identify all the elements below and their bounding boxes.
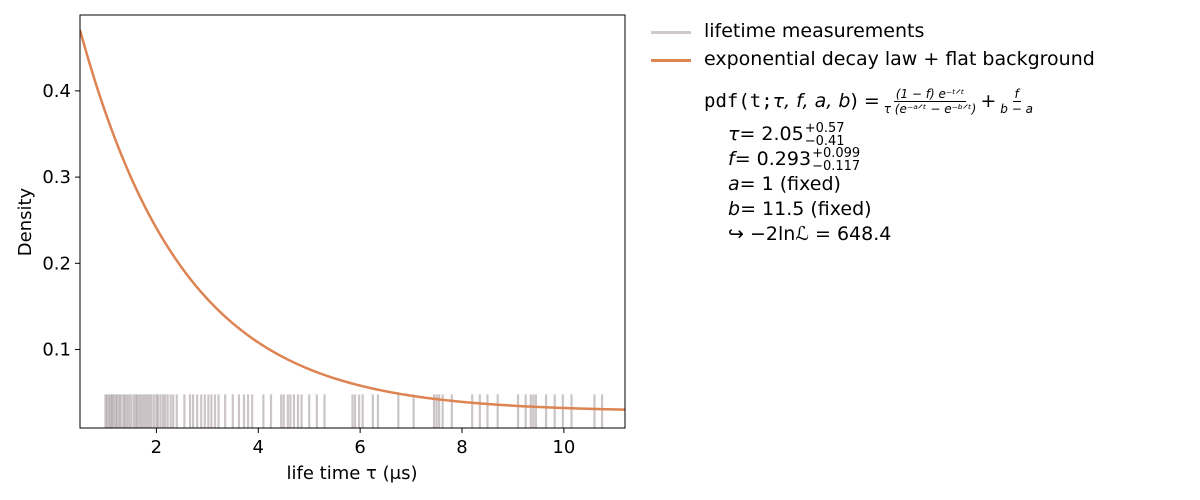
param-f-error-up: +0.099	[812, 145, 861, 161]
y-tick-label: 0.3	[42, 167, 71, 188]
param-tau-value: = 2.05	[739, 123, 804, 145]
param-a-symbol: a	[728, 173, 740, 195]
param-b-symbol: b	[728, 198, 741, 220]
legend-swatch-decay	[651, 59, 691, 62]
legend-entry-decay: exponential decay law + flat background	[648, 46, 1188, 74]
param-tau-error-down: −0.41	[804, 133, 845, 149]
x-axis: 2 4 6 8 10	[151, 428, 575, 458]
param-f: f = 0.293 +0.099 −0.117	[728, 147, 891, 173]
param-b-value: = 11.5 (fixed)	[740, 198, 872, 220]
x-tick-label: 10	[552, 437, 575, 458]
x-tick-label: 2	[151, 437, 162, 458]
x-tick-label: 6	[354, 437, 365, 458]
pdf-args: τ, f, a, b	[772, 90, 851, 112]
plot-area	[80, 29, 625, 411]
y-axis: 0.1 0.2 0.3 0.4	[42, 81, 80, 361]
pdf-fraction-2: f b − a	[998, 88, 1035, 115]
param-tau-error-up: +0.57	[804, 120, 845, 136]
y-tick-label: 0.2	[42, 253, 71, 274]
legend-entry-measurements: lifetime measurements	[648, 18, 1188, 46]
param-f-symbol: f	[728, 148, 735, 170]
x-tick-label: 4	[253, 437, 264, 458]
rug-layer	[104, 394, 604, 428]
legend: lifetime measurements exponential decay …	[648, 18, 1188, 244]
pdf-fraction-2-denominator: b − a	[1000, 102, 1033, 116]
param-a: a = 1 (fixed)	[728, 172, 891, 197]
param-tau-errors: +0.57 −0.41	[805, 122, 845, 148]
param-nll-value: ↪ −2lnℒ = 648.4	[728, 223, 892, 245]
pdf-plus: +	[980, 90, 997, 112]
y-tick-label: 0.1	[42, 340, 71, 361]
x-axis-label: life time τ (μs)	[287, 463, 418, 484]
fit-parameters: τ = 2.05 +0.57 −0.41 f = 0.293 +0.099 −0…	[728, 122, 891, 247]
param-b: b = 11.5 (fixed)	[728, 197, 891, 222]
legend-label-decay: exponential decay law + flat background	[704, 48, 1095, 70]
pdf-fraction-1-denominator: τ (e⁻ᵃᐟᵗ − e⁻ᵇᐟᵗ)	[883, 102, 977, 116]
chart: 2 4 6 8 10 0.1 0.2 0.3 0.4 life time τ (μs) Den…	[15, 14, 626, 484]
pdf-fraction-2-numerator: f	[1012, 87, 1021, 102]
pdf-fraction-1-numerator: (1 − f) e⁻ᵗᐟᵗ	[893, 87, 967, 102]
y-axis-label: Density	[15, 187, 36, 256]
param-a-value: = 1 (fixed)	[739, 173, 841, 195]
param-f-errors: +0.099 −0.117	[812, 147, 860, 173]
legend-swatch-measurements	[651, 31, 691, 34]
plot-frame	[79, 14, 626, 429]
decay-curve	[80, 29, 625, 411]
pdf-prefix: pdf(t;	[704, 90, 773, 112]
x-tick-label: 8	[456, 437, 467, 458]
param-tau: τ = 2.05 +0.57 −0.41	[728, 122, 891, 148]
y-tick-label: 0.4	[42, 81, 71, 102]
pdf-fraction-1: (1 − f) e⁻ᵗᐟᵗ τ (e⁻ᵃᐟᵗ − e⁻ᵇᐟᵗ)	[882, 88, 979, 115]
param-f-error-down: −0.117	[812, 158, 861, 174]
pdf-formula: pdf(t; τ, f, a, b ) = (1 − f) e⁻ᵗᐟᵗ τ (e…	[704, 88, 1037, 115]
param-tau-symbol: τ	[728, 123, 740, 145]
param-nll: ↪ −2lnℒ = 648.4	[728, 222, 891, 247]
param-f-value: = 0.293	[734, 148, 812, 170]
legend-label-measurements: lifetime measurements	[704, 20, 925, 42]
pdf-suffix: ) =	[850, 90, 880, 112]
